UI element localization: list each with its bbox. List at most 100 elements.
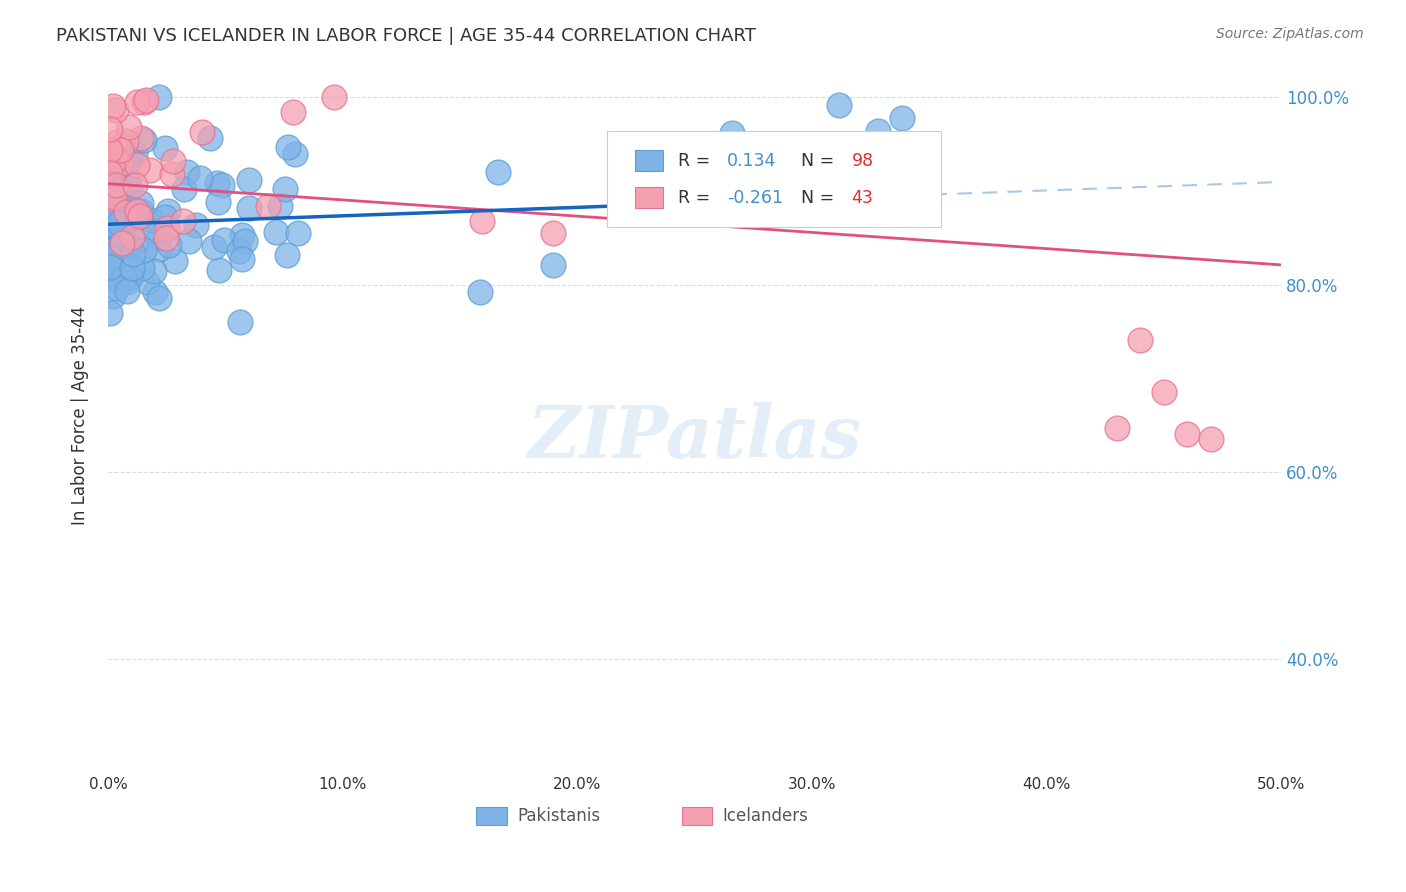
Point bbox=[118, 120, 141, 134]
Point bbox=[127, 204, 149, 219]
Point bbox=[129, 131, 152, 145]
Point bbox=[120, 201, 142, 215]
Point bbox=[121, 246, 143, 260]
Point bbox=[156, 221, 179, 235]
Point bbox=[111, 235, 134, 250]
Point bbox=[114, 270, 136, 285]
Point bbox=[104, 152, 127, 166]
Point bbox=[118, 270, 141, 285]
Point bbox=[124, 178, 146, 193]
Point bbox=[100, 217, 122, 231]
Text: 98: 98 bbox=[852, 152, 873, 169]
Point bbox=[134, 95, 156, 109]
Point bbox=[110, 180, 132, 194]
Point bbox=[108, 275, 131, 289]
Point bbox=[122, 205, 145, 219]
Point bbox=[257, 198, 280, 212]
Point bbox=[208, 263, 231, 277]
Point bbox=[827, 98, 849, 112]
Point bbox=[104, 199, 127, 213]
Point bbox=[139, 162, 162, 177]
Point bbox=[165, 253, 187, 268]
Point bbox=[98, 191, 121, 205]
Point bbox=[98, 203, 121, 218]
Point bbox=[156, 203, 179, 218]
Point bbox=[115, 153, 138, 167]
Point bbox=[277, 140, 299, 154]
FancyBboxPatch shape bbox=[634, 187, 662, 209]
Point bbox=[115, 275, 138, 289]
Point bbox=[148, 230, 170, 244]
Point bbox=[173, 182, 195, 196]
Point bbox=[127, 210, 149, 224]
Point bbox=[162, 154, 184, 169]
Point bbox=[276, 247, 298, 261]
Point bbox=[238, 201, 260, 215]
Point bbox=[98, 306, 121, 320]
Point bbox=[160, 167, 183, 181]
Point bbox=[115, 204, 138, 219]
Point bbox=[281, 104, 304, 119]
Point bbox=[98, 260, 121, 274]
Point bbox=[118, 180, 141, 194]
Point bbox=[202, 240, 225, 254]
Point bbox=[176, 165, 198, 179]
Point bbox=[148, 291, 170, 305]
Point bbox=[212, 234, 235, 248]
FancyBboxPatch shape bbox=[682, 806, 711, 825]
Point bbox=[274, 182, 297, 196]
Point bbox=[98, 237, 121, 252]
Point bbox=[188, 171, 211, 186]
Point bbox=[105, 136, 128, 150]
Point bbox=[135, 93, 157, 107]
Point bbox=[129, 209, 152, 223]
Text: PAKISTANI VS ICELANDER IN LABOR FORCE | AGE 35-44 CORRELATION CHART: PAKISTANI VS ICELANDER IN LABOR FORCE | … bbox=[56, 27, 756, 45]
Point bbox=[198, 130, 221, 145]
Point bbox=[1129, 333, 1152, 347]
Point bbox=[125, 158, 148, 172]
Text: -0.261: -0.261 bbox=[727, 188, 783, 207]
Point bbox=[186, 218, 208, 232]
Point bbox=[231, 228, 253, 243]
Point bbox=[1105, 421, 1128, 435]
Text: Source: ZipAtlas.com: Source: ZipAtlas.com bbox=[1216, 27, 1364, 41]
Point bbox=[105, 178, 128, 193]
Text: N =: N = bbox=[801, 188, 839, 207]
Point bbox=[103, 190, 125, 204]
FancyBboxPatch shape bbox=[634, 150, 662, 171]
Point bbox=[486, 164, 509, 178]
Point bbox=[117, 176, 139, 190]
Point bbox=[101, 98, 124, 112]
Point bbox=[266, 225, 288, 239]
Point bbox=[471, 214, 494, 228]
Point bbox=[541, 258, 564, 272]
Point bbox=[98, 121, 121, 136]
Point bbox=[868, 124, 890, 138]
Point bbox=[129, 195, 152, 210]
Point bbox=[110, 237, 132, 252]
Text: 0.134: 0.134 bbox=[727, 152, 776, 169]
Point bbox=[101, 259, 124, 273]
Point bbox=[148, 90, 170, 104]
Point bbox=[103, 289, 125, 303]
Point bbox=[132, 243, 155, 257]
Point bbox=[884, 185, 907, 199]
FancyBboxPatch shape bbox=[606, 131, 941, 227]
Point bbox=[891, 111, 914, 125]
Point bbox=[179, 234, 201, 248]
Point bbox=[721, 126, 744, 140]
Point bbox=[108, 216, 131, 230]
Point bbox=[127, 95, 149, 109]
Point bbox=[122, 210, 145, 224]
Text: ZIPatlas: ZIPatlas bbox=[527, 401, 862, 473]
Point bbox=[118, 241, 141, 255]
Point bbox=[855, 177, 877, 191]
Point bbox=[287, 226, 309, 240]
Point bbox=[98, 244, 121, 258]
Point bbox=[120, 238, 142, 252]
Point bbox=[121, 260, 143, 275]
Point bbox=[148, 242, 170, 256]
Point bbox=[103, 158, 125, 172]
Point bbox=[98, 166, 121, 180]
Point bbox=[155, 230, 177, 244]
